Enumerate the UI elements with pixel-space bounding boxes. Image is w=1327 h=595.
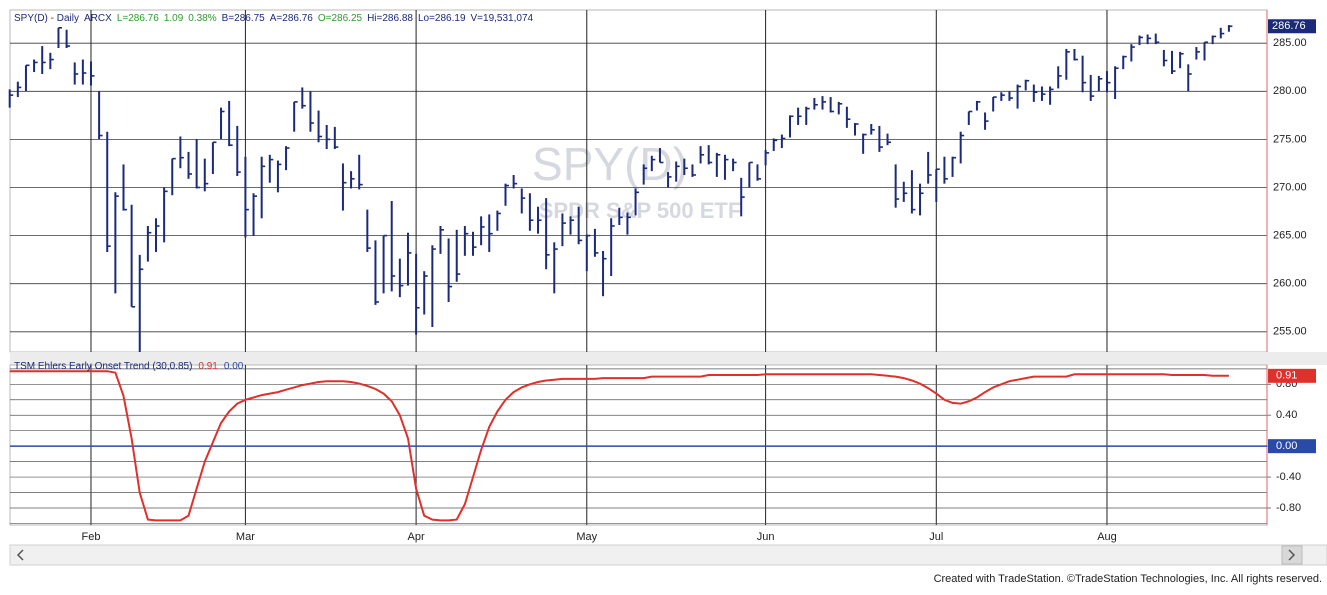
value-box-label: 0.91 xyxy=(1276,370,1297,382)
y-tick-label: 265.00 xyxy=(1273,230,1307,242)
last-price-label: 286.76 xyxy=(1272,20,1306,32)
trend-line xyxy=(9,370,1229,522)
header-item: 1.09 xyxy=(164,13,184,24)
zero-box xyxy=(1268,439,1316,454)
zero-box-label: 0.00 xyxy=(1276,440,1297,452)
header-item: Hi=286.88 xyxy=(367,13,413,24)
x-tick-label: Aug xyxy=(1097,531,1117,543)
x-tick-label: Apr xyxy=(408,531,425,543)
x-tick-label: Mar xyxy=(236,531,255,543)
y-tick-label: 285.00 xyxy=(1273,37,1307,49)
header-item: SPY(D) - Daily xyxy=(14,13,79,24)
y-tick-label: 275.00 xyxy=(1273,133,1307,145)
header-item: L=286.76 xyxy=(117,13,159,24)
chart-header: SPY(D) - Daily ARCX L=286.76 1.09 0.38% B=286… xyxy=(14,13,534,24)
y-tick-label: 270.00 xyxy=(1273,181,1307,193)
watermark: SPY(D) xyxy=(532,138,688,190)
y-tick-label: 0.40 xyxy=(1276,409,1297,421)
y-tick-label: 255.00 xyxy=(1273,326,1307,338)
header-item: ARCX xyxy=(84,13,112,24)
background-layer: SPY(D) SPDR S&P 500 ETF xyxy=(532,138,741,223)
y-tick-label: 260.00 xyxy=(1273,278,1307,290)
watermark: SPDR S&P 500 ETF xyxy=(539,198,742,223)
header-item: B=286.75 xyxy=(222,13,266,24)
x-tick-label: Jun xyxy=(757,531,775,543)
last-price-box xyxy=(1268,19,1316,34)
y-tick-label: -0.40 xyxy=(1276,471,1301,483)
x-tick-label: Feb xyxy=(81,531,100,543)
text-layer: SPY(D) - Daily ARCX L=286.76 1.09 0.38% B=286… xyxy=(14,13,1316,543)
y-tick-label: -0.80 xyxy=(1276,502,1301,514)
footer: Created with TradeStation. ©TradeStation… xyxy=(934,573,1322,585)
marks-layer xyxy=(8,25,1267,522)
indicator-header: TSM Ehlers Early Onset Trend (30,0.85) 0.… xyxy=(14,361,244,372)
header-item: A=286.76 xyxy=(270,13,314,24)
header-item: O=286.25 xyxy=(318,13,363,24)
scroll-right-button[interactable] xyxy=(1281,545,1303,565)
indicator-panel xyxy=(9,364,1268,526)
scrollbar[interactable] xyxy=(9,544,1327,566)
y-tick-label: 280.00 xyxy=(1273,85,1307,97)
header-item: Lo=286.19 xyxy=(418,13,466,24)
indicator-value: 0.91 xyxy=(198,361,218,372)
scroll-right[interactable] xyxy=(1288,549,1296,561)
header-item: V=19,531,074 xyxy=(471,13,534,24)
scroll-left[interactable] xyxy=(16,549,24,561)
indicator-title: TSM Ehlers Early Onset Trend (30,0.85) xyxy=(14,361,192,372)
x-tick-label: May xyxy=(576,531,597,543)
header-item: 0.38% xyxy=(188,13,216,24)
value-box xyxy=(1268,368,1316,383)
indicator-zero: 0.00 xyxy=(224,361,244,372)
panel-gap xyxy=(10,352,1327,365)
x-tick-label: Jul xyxy=(929,531,943,543)
